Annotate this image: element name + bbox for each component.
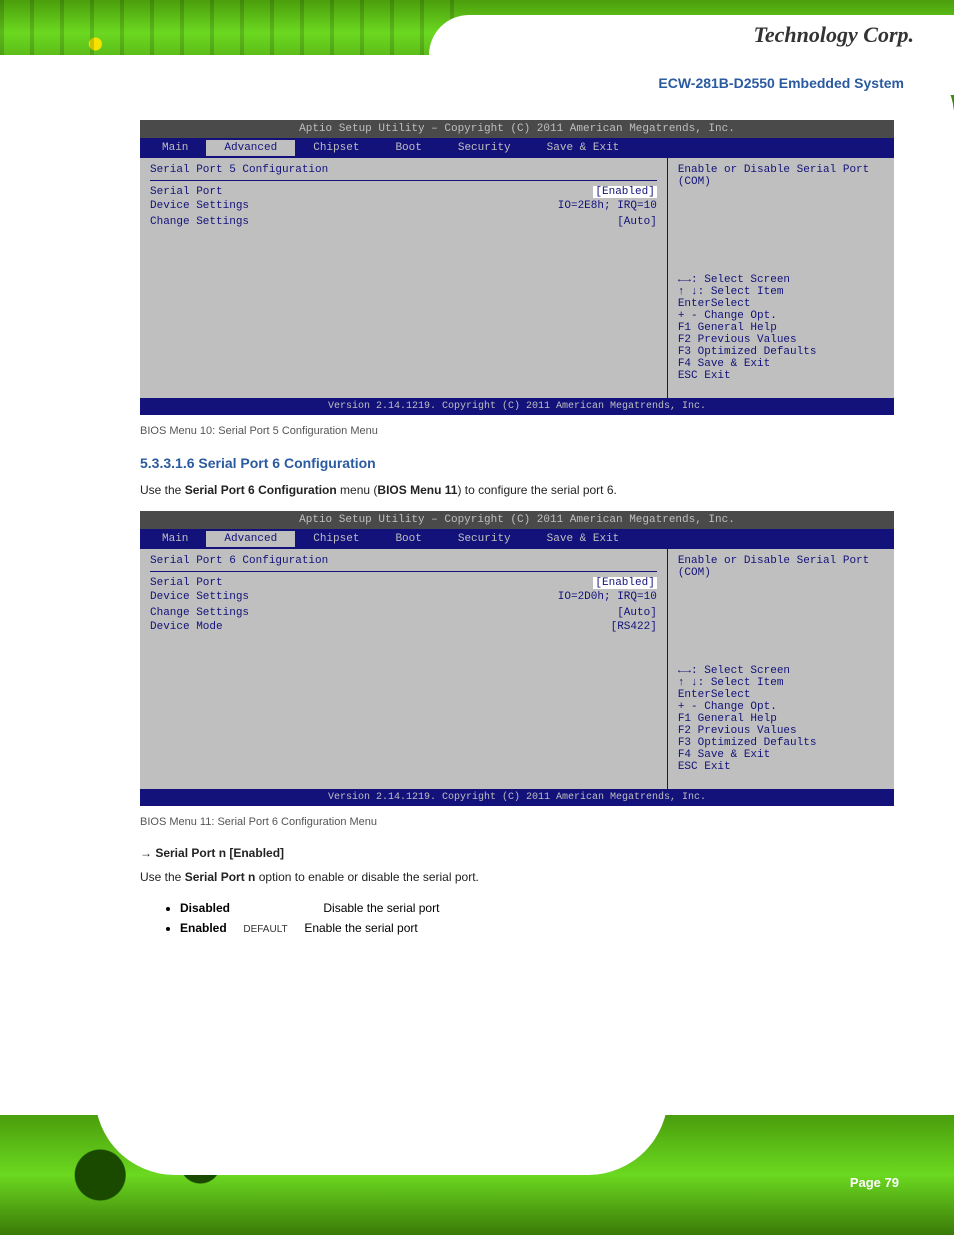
bios-menu-save: Save & Exit [529,140,638,156]
bios-body: Serial Port 5 Configuration Serial Port[… [140,158,894,398]
bios-row: Serial Port[Enabled] [150,576,657,590]
bios-panel-title: Serial Port 5 Configuration [150,164,657,176]
setting-name: → Serial Port n [Enabled] [140,846,894,860]
bios-body: Serial Port 6 Configuration Serial Port[… [140,549,894,789]
bios-menu-chipset: Chipset [295,140,377,156]
bios-screenshot-2: Aptio Setup Utility – Copyright (C) 2011… [140,511,894,806]
bios-row: Change Settings[Auto] [150,606,657,620]
section-heading: 5.3.3.1.6 Serial Port 6 Configuration [140,455,894,471]
bios-menu-main: Main [144,140,206,156]
bios-left-panel: Serial Port 6 Configuration Serial Port[… [140,549,668,789]
document-title: ECW-281B-D2550 Embedded System [658,75,904,91]
list-item: Disabled Disable the serial port [180,898,894,918]
bios-left-panel: Serial Port 5 Configuration Serial Port[… [140,158,668,398]
bios-menu-chipset: Chipset [295,531,377,547]
bios-help-text: Enable or Disable Serial Port (COM) [678,164,884,254]
page-content: Aptio Setup Utility – Copyright (C) 2011… [0,120,954,949]
bios-row: Device SettingsIO=2D0h; IRQ=10 [150,590,657,604]
bios-menu-security: Security [440,140,529,156]
bios-util-header: Aptio Setup Utility – Copyright (C) 2011… [140,511,894,529]
bios-screenshot-1: Aptio Setup Utility – Copyright (C) 2011… [140,120,894,415]
footer-swoosh [95,1085,667,1175]
logo-icon [703,20,743,50]
bios-row: Serial Port[Enabled] [150,185,657,199]
bios-row: Device SettingsIO=2E8h; IRQ=10 [150,199,657,213]
logo-block: Technology Corp. [703,20,914,50]
arrow-lr-icon: ←→ [678,274,691,286]
bios-menu-bar: Main Advanced Chipset Boot Security Save… [140,138,894,158]
bios-help-text: Enable or Disable Serial Port (COM) [678,555,884,645]
figure-caption: BIOS Menu 10: Serial Port 5 Configuratio… [140,425,894,437]
bios-right-panel: Enable or Disable Serial Port (COM) ←→: … [668,158,894,398]
header-banner [0,0,954,110]
bios-menu-boot: Boot [377,531,439,547]
bios-menu-bar: Main Advanced Chipset Boot Security Save… [140,529,894,549]
footer-banner [0,1115,954,1235]
bios-menu-advanced: Advanced [206,531,295,547]
options-list: Disabled Disable the serial port Enabled… [140,898,894,939]
bios-menu-main: Main [144,531,206,547]
bios-right-panel: Enable or Disable Serial Port (COM) ←→: … [668,549,894,789]
paragraph: Use the Serial Port 6 Configuration menu… [140,481,894,499]
bios-panel-title: Serial Port 6 Configuration [150,555,657,567]
bios-menu-save: Save & Exit [529,531,638,547]
bios-menu-security: Security [440,531,529,547]
logo-text: Technology Corp. [753,22,914,48]
arrow-ud-icon: ↑ ↓ [678,677,698,689]
bios-menu-advanced: Advanced [206,140,295,156]
bios-row: Device Mode[RS422] [150,620,657,634]
bios-footer: Version 2.14.1219. Copyright (C) 2011 Am… [140,398,894,415]
list-item: Enabled DEFAULT Enable the serial port [180,918,894,938]
arrow-ud-icon: ↑ ↓ [678,286,698,298]
arrow-lr-icon: ←→ [678,665,691,677]
bios-util-header: Aptio Setup Utility – Copyright (C) 2011… [140,120,894,138]
figure-caption: BIOS Menu 11: Serial Port 6 Configuratio… [140,816,894,828]
bios-key-help: ←→: Select Screen ↑ ↓: Select Item Enter… [678,665,884,773]
bios-menu-boot: Boot [377,140,439,156]
bios-key-help: ←→: Select Screen ↑ ↓: Select Item Enter… [678,274,884,382]
page-number: Page 79 [850,1175,899,1190]
bios-footer: Version 2.14.1219. Copyright (C) 2011 Am… [140,789,894,806]
bios-row: Change Settings[Auto] [150,215,657,229]
paragraph: Use the Serial Port n option to enable o… [140,868,894,886]
